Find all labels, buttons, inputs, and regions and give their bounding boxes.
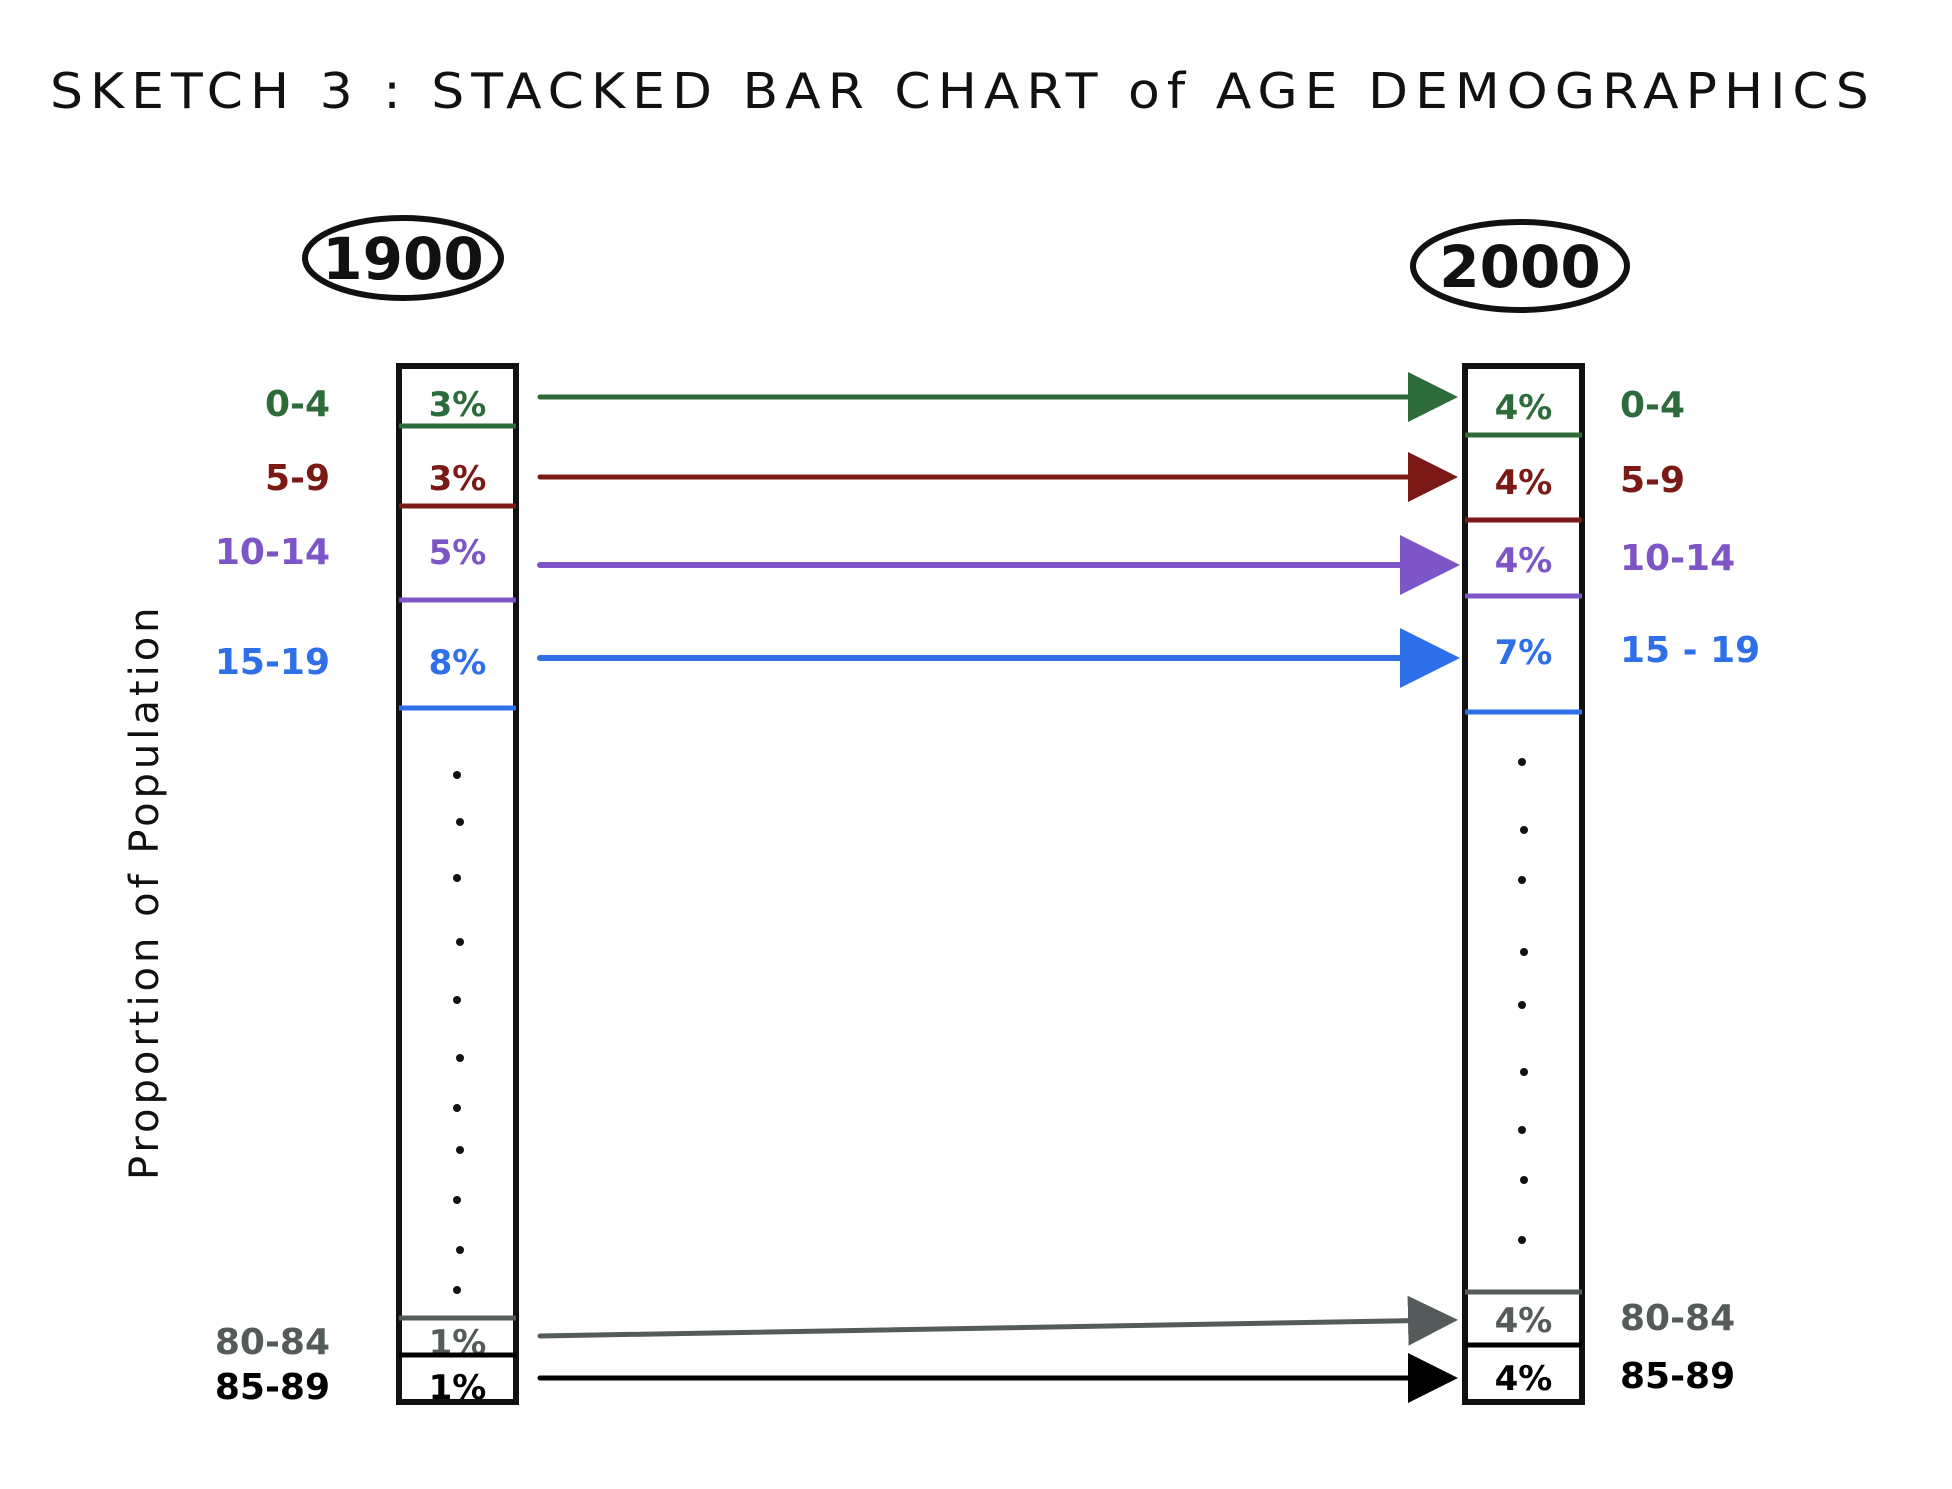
dot-1900	[456, 1246, 464, 1254]
dot-1900	[453, 996, 461, 1004]
left-label-85-89: 85-89	[215, 1367, 330, 1408]
right-label-85-89: 85-89	[1620, 1356, 1735, 1397]
value-label-2000-15-19: 7%	[1495, 633, 1553, 673]
page-title: SKETCH 3 : STACKED BAR CHART of AGE DEMO…	[50, 63, 1876, 121]
ellipsis-dots	[453, 758, 1528, 1294]
left-label-0-4: 0-4	[265, 384, 330, 425]
value-label-2000-85-89: 4%	[1495, 1359, 1553, 1399]
right-label-80-84: 80-84	[1620, 1298, 1735, 1339]
dot-2000	[1518, 758, 1526, 766]
value-label-1900-85-89: 1%	[429, 1368, 487, 1408]
y-axis-label: Proportion of Population	[122, 603, 168, 1180]
dot-2000	[1518, 1236, 1526, 1244]
dot-2000	[1518, 1001, 1526, 1009]
left-label-10-14: 10-14	[215, 532, 330, 573]
arrow-80-84	[537, 1295, 1458, 1346]
dot-1900	[453, 771, 461, 779]
dot-1900	[456, 938, 464, 946]
left-label-15-19: 15-19	[215, 642, 330, 683]
dot-2000	[1520, 1068, 1528, 1076]
bar-2000	[1462, 363, 1585, 1405]
year-label-2000: 2000	[1439, 233, 1600, 301]
year-label-1900: 1900	[322, 225, 483, 293]
right-label-15-19: 15 - 19	[1620, 630, 1760, 671]
right-label-0-4: 0-4	[1620, 385, 1685, 426]
year-ellipse-1900	[302, 215, 504, 301]
right-label-5-9: 5-9	[1620, 460, 1685, 501]
dot-2000	[1518, 1126, 1526, 1134]
left-label-5-9: 5-9	[265, 458, 330, 499]
dot-1900	[453, 1104, 461, 1112]
bar-1900	[396, 363, 519, 1405]
dot-1900	[453, 874, 461, 882]
dot-1900	[456, 1146, 464, 1154]
dot-2000	[1520, 948, 1528, 956]
dot-2000	[1518, 876, 1526, 884]
value-label-2000-80-84: 4%	[1495, 1301, 1553, 1341]
value-label-1900-5-9: 3%	[429, 459, 487, 499]
value-label-1900-10-14: 5%	[429, 533, 487, 573]
year-ellipse-2000	[1410, 219, 1630, 313]
dot-2000	[1520, 1176, 1528, 1184]
dot-1900	[453, 1286, 461, 1294]
dot-2000	[1520, 826, 1528, 834]
segments-layer: 3% 4% 0-4 0-4 3% 4% 5-9 5-9 5% 4% 10-14 10-14 8% 7% 15…	[215, 372, 1760, 1408]
value-label-2000-5-9: 4%	[1495, 463, 1553, 503]
value-label-1900-15-19: 8%	[429, 643, 487, 683]
dot-1900	[456, 818, 464, 826]
right-label-10-14: 10-14	[1620, 538, 1735, 579]
dot-1900	[453, 1196, 461, 1204]
value-label-1900-0-4: 3%	[429, 385, 487, 425]
left-label-80-84: 80-84	[215, 1322, 330, 1363]
value-label-2000-10-14: 4%	[1495, 541, 1553, 581]
value-label-2000-0-4: 4%	[1495, 388, 1553, 428]
dot-1900	[456, 1054, 464, 1062]
